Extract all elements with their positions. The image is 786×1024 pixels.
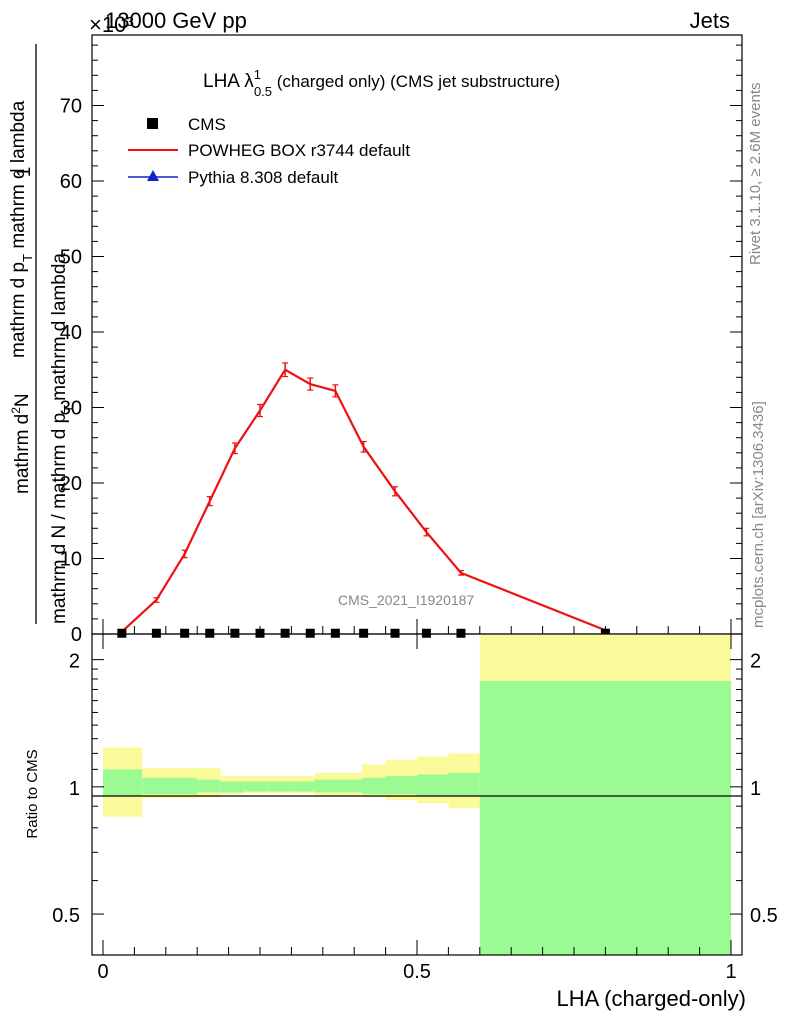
x-axis: 0 0.5 1: [97, 619, 737, 983]
x-tick-label: 0: [97, 961, 108, 983]
x-tick-label: 0.5: [403, 961, 431, 983]
cms-point: [117, 628, 127, 638]
main-y-label: 1 mathrm d2N mathrm d N / mathrm d pTmat…: [8, 44, 76, 624]
legend-powheg-label: POWHEG BOX r3744 default: [188, 141, 410, 160]
ratio-inner-band: [267, 781, 292, 792]
ylabel-denominator: mathrm d N / mathrm d pTmathrm d lambda: [49, 253, 76, 624]
ratio-inner-band: [338, 779, 363, 793]
cms-point: [330, 628, 340, 638]
mcplots-credit: mcplots.cern.ch [arXiv:1306.3436]: [750, 401, 767, 628]
ratio-bands: [103, 634, 731, 955]
y-tick-label: 50: [60, 247, 82, 269]
cms-point: [305, 628, 315, 638]
ratio-inner-band: [197, 779, 221, 793]
ylabel-denom-sub: T: [61, 405, 76, 413]
ylabel-num-lower-a: mathrm d p: [8, 262, 29, 358]
x-axis-label: LHA (charged-only): [556, 986, 746, 1011]
legend-cms-marker: [147, 118, 158, 129]
energy-label: 13000 GeV pp: [105, 8, 247, 33]
ratio-y-axis: 0.5 0.5 1 1 2 2: [52, 651, 778, 927]
ratio-tick-label-right: 1: [750, 778, 761, 800]
cms-point: [205, 628, 215, 638]
ratio-inner-band: [448, 772, 480, 797]
cms-point: [151, 628, 161, 638]
ratio-inner-band: [142, 777, 198, 795]
cms-point: [359, 628, 369, 638]
ratio-inner-band: [479, 681, 731, 955]
ratio-inner-band: [291, 781, 315, 792]
title-suffix: (charged only) (CMS jet substructure): [272, 72, 560, 91]
y-tick-label: 10: [60, 549, 82, 571]
y-tick-label: 20: [60, 473, 82, 495]
ratio-inner-band: [244, 781, 268, 792]
title-sup: 1: [254, 67, 261, 82]
cms-point: [280, 628, 290, 638]
ylabel-one: 1: [14, 167, 35, 178]
powheg-series: [118, 362, 609, 634]
ratio-inner-band: [385, 776, 417, 795]
ylabel-denom-b: mathrm d lambda: [49, 253, 70, 401]
ylabel-top-b: N: [12, 393, 33, 407]
ratio-tick-label: 1: [69, 778, 80, 800]
powheg-line: [121, 368, 606, 633]
title-prefix: LHA λ: [203, 71, 254, 92]
legend-pythia-label: Pythia 8.308 default: [188, 168, 339, 187]
ratio-y-label: Ratio to CMS: [24, 749, 41, 838]
cms-point: [456, 628, 466, 638]
ratio-inner-band: [220, 781, 245, 793]
y-tick-label: 0: [71, 624, 82, 646]
ratio-tick-label-right: 2: [750, 651, 761, 673]
y-tick-label: 70: [60, 96, 82, 118]
cms-point: [421, 628, 431, 638]
ratio-tick-label: 0.5: [52, 905, 80, 927]
ratio-tick-label: 2: [69, 651, 80, 673]
ratio-inner-band: [103, 769, 143, 797]
plot-title: LHA λ1 0.5 (charged only) (CMS jet substr…: [203, 67, 560, 99]
cms-point: [230, 628, 240, 638]
ratio-inner-band: [314, 779, 339, 793]
ylabel-numerator-lower: mathrm d pT mathrm d lambda: [8, 100, 35, 358]
y-tick-label: 60: [60, 171, 82, 193]
cms-point: [390, 628, 400, 638]
main-y-axis: 0 10 20 30 40 50 60 70: [60, 44, 742, 646]
ratio-inner-band: [417, 774, 449, 797]
ylabel-denom-a: mathrm d N / mathrm d p: [49, 413, 70, 624]
ratio-tick-label-right: 0.5: [750, 905, 778, 927]
legend-pythia-marker: [147, 170, 159, 181]
cms-point: [180, 628, 190, 638]
ylabel-num-lower-sub: T: [20, 254, 35, 262]
legend: CMS POWHEG BOX r3744 default Pythia 8.30…: [128, 115, 410, 187]
y-tick-label: 40: [60, 322, 82, 344]
exponent-label: ×10³: [89, 12, 134, 37]
ylabel-top-text: mathrm d2N: [9, 393, 33, 494]
ylabel-top-sup: 2: [9, 407, 23, 414]
rivet-version: Rivet 3.1.10, ≥ 2.6M events: [747, 83, 764, 266]
ratio-inner-band: [362, 777, 386, 795]
ylabel-num-lower-b: mathrm d lambda: [8, 100, 29, 254]
analysis-watermark: CMS_2021_I1920187: [338, 592, 474, 608]
jets-label: Jets: [690, 8, 730, 33]
legend-cms-label: CMS: [188, 115, 226, 134]
ylabel-top-a: mathrm d: [12, 414, 33, 494]
y-tick-label: 30: [60, 398, 82, 420]
title-sub: 0.5: [254, 84, 272, 99]
x-tick-label: 1: [725, 961, 736, 983]
